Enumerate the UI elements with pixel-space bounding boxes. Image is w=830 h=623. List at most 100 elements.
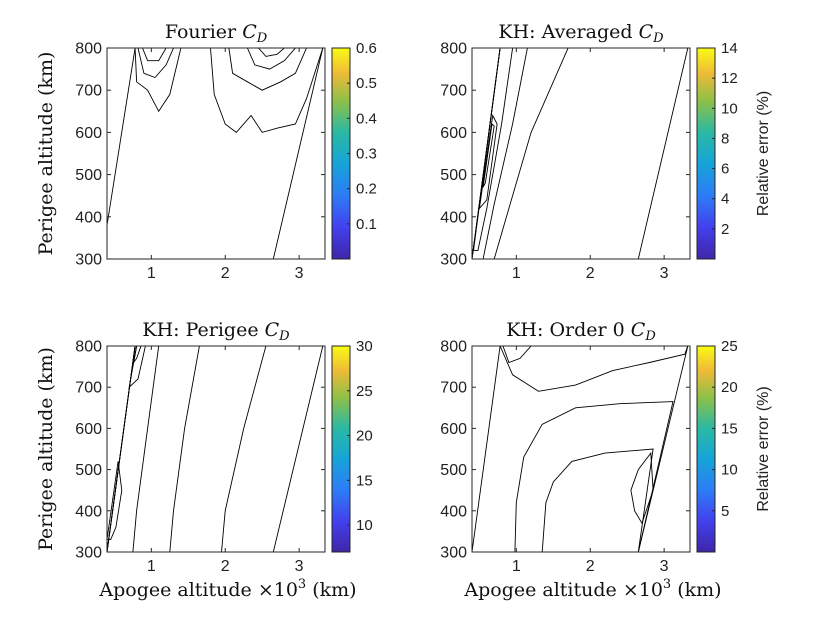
contour-region-4 <box>478 114 498 210</box>
contour-region-2 <box>472 48 528 259</box>
colorbar-gradient <box>697 346 715 552</box>
panel-title: KH: Order 0 CD <box>506 319 656 344</box>
y-tick-label: 800 <box>440 339 467 356</box>
plot-frame <box>106 47 326 260</box>
contour-region-0 <box>107 48 324 259</box>
contour-region-3 <box>107 346 160 552</box>
contour-region-7 <box>257 48 286 57</box>
y-tick-label: 400 <box>440 503 467 520</box>
contour-region-1 <box>472 48 569 259</box>
panel-title: Fourier CD <box>165 21 268 46</box>
contour-region-5 <box>482 123 495 188</box>
contour-region-4 <box>107 461 123 541</box>
contour-region-3 <box>472 48 514 252</box>
colorbar-gradient <box>697 48 715 259</box>
y-tick-label: 700 <box>440 83 467 100</box>
x-tick-label: 2 <box>221 558 230 575</box>
colorbar-tick-label: 15 <box>721 420 738 437</box>
x-tick-label: 1 <box>147 558 156 575</box>
x-axis-label: Apogee altitude ×103 (km) <box>98 577 356 601</box>
y-tick-label: 800 <box>75 339 102 356</box>
contour-region-2 <box>502 346 532 364</box>
x-tick-label: 3 <box>295 265 304 282</box>
y-tick-label: 300 <box>75 545 102 562</box>
x-tick-label: 3 <box>295 558 304 575</box>
colorbar-tick-label: 4 <box>721 191 729 208</box>
colorbar-label: Relative error (%) <box>755 91 772 216</box>
contour-regions <box>472 346 689 552</box>
colorbar-tick-label: 2 <box>721 221 729 238</box>
x-tick-label: 2 <box>586 265 595 282</box>
y-tick-label: 700 <box>75 380 102 397</box>
x-tick-label: 1 <box>512 265 521 282</box>
y-tick-label: 600 <box>75 125 102 142</box>
contour-region-3 <box>137 48 174 79</box>
contour-region-2 <box>210 48 324 134</box>
colorbar-tick-label: 0.1 <box>356 216 377 233</box>
colorbar-tick-label: 0.5 <box>356 75 377 92</box>
colorbar-tick-label: 14 <box>721 40 738 57</box>
colorbar-tick-label: 10 <box>721 462 738 479</box>
colorbar-tick-label: 25 <box>721 338 738 355</box>
contour-regions <box>472 48 689 259</box>
colorbar-tick-label: 0.4 <box>356 110 377 127</box>
colorbar-tick-label: 0.6 <box>356 40 377 57</box>
contour-region-5 <box>128 346 146 389</box>
colorbar-tick-label: 25 <box>356 383 373 400</box>
x-tick-label: 2 <box>586 558 595 575</box>
colorbar-gradient <box>332 48 350 259</box>
plot-frame <box>471 47 691 260</box>
y-tick-label: 500 <box>75 462 102 479</box>
y-tick-label: 600 <box>75 421 102 438</box>
contour-region-1 <box>107 346 267 552</box>
colorbar-tick-label: 15 <box>356 472 373 489</box>
contour-region-4 <box>541 448 654 552</box>
colorbar-frame <box>696 47 716 260</box>
colorbar-tick-label: 5 <box>721 503 729 520</box>
colorbar-tick-label: 30 <box>356 338 373 355</box>
contour-regions <box>107 48 324 259</box>
colorbar-frame <box>331 345 351 553</box>
y-tick-label: 500 <box>440 167 467 184</box>
x-tick-label: 1 <box>512 558 521 575</box>
colorbar-tick-label: 0.3 <box>356 146 377 163</box>
colorbar-tick-label: 0.2 <box>356 181 377 198</box>
contour-region-6 <box>133 346 142 363</box>
y-tick-label: 400 <box>75 503 102 520</box>
contour-region-0 <box>472 48 689 259</box>
colorbar: 2 4 6 8 10 12 14 Relative error (%) <box>696 40 772 260</box>
y-tick-label: 600 <box>440 125 467 142</box>
colorbar-tick-label: 12 <box>721 70 738 87</box>
y-tick-label: 700 <box>440 380 467 397</box>
y-axis-label: Perigee altitude (km) <box>35 52 57 256</box>
colorbar-tick-label: 10 <box>356 517 373 534</box>
y-tick-label: 600 <box>440 421 467 438</box>
colorbar-gradient <box>332 346 350 552</box>
x-axis-label: Apogee altitude ×103 (km) <box>463 577 721 601</box>
contour-region-2 <box>107 346 200 552</box>
colorbar-tick-label: 20 <box>356 428 373 445</box>
panel-fourier: 1 2 3 300 400 500 600 700 800 Fourier CD Perigee a… <box>35 21 377 282</box>
x-tick-label: 2 <box>221 265 230 282</box>
colorbar-frame <box>696 345 716 553</box>
x-tick-label: 3 <box>660 265 669 282</box>
colorbar-tick-label: 8 <box>721 130 729 147</box>
colorbar-tick-label: 20 <box>721 379 738 396</box>
y-tick-label: 500 <box>75 167 102 184</box>
colorbar-label: Relative error (%) <box>755 386 772 511</box>
x-tick-label: 3 <box>660 558 669 575</box>
colorbar: 5 10 15 20 25 Relative error (%) <box>696 338 772 553</box>
colorbar-tick-label: 10 <box>721 100 738 117</box>
contour-region-5 <box>142 48 167 62</box>
y-tick-label: 400 <box>440 209 467 226</box>
colorbar: 0.1 0.2 0.3 0.4 0.5 0.6 <box>331 40 377 260</box>
y-axis-label: Perigee altitude (km) <box>35 347 57 551</box>
panel-title: KH: Perigee CD <box>142 319 290 344</box>
contour-region-0 <box>472 346 689 552</box>
plot-frame <box>106 345 326 553</box>
colorbar: 10 15 20 25 30 <box>331 338 373 553</box>
y-tick-label: 300 <box>440 545 467 562</box>
